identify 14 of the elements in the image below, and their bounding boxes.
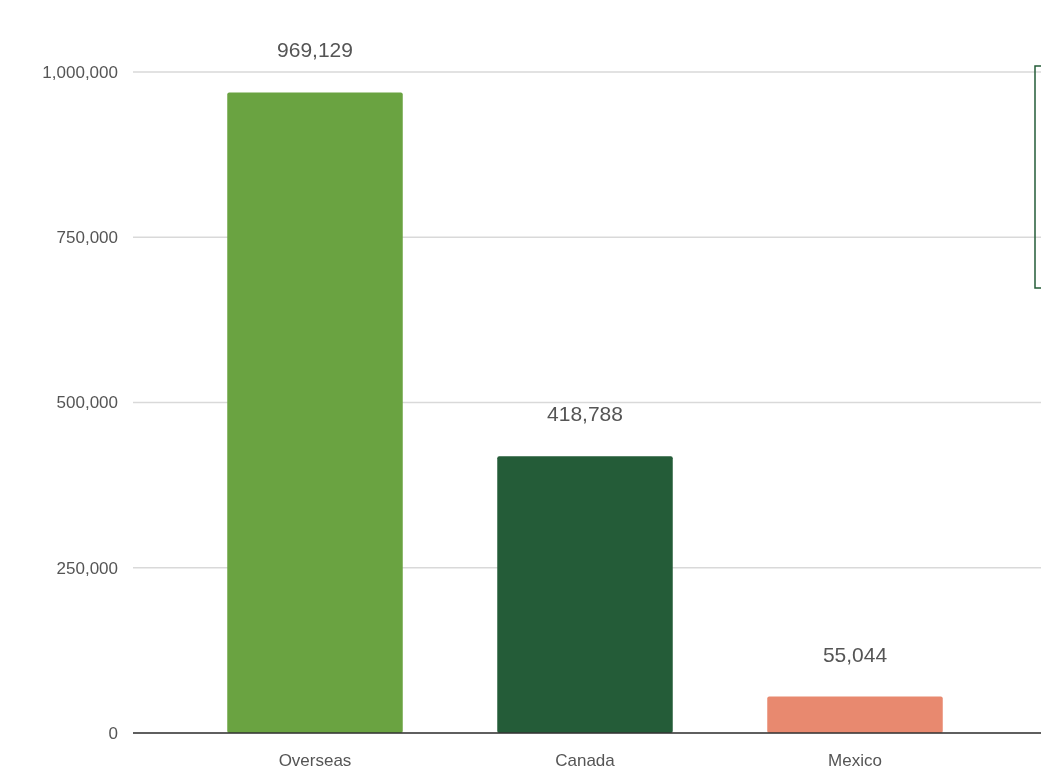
bar [227, 92, 403, 733]
y-tick-label: 750,000 [56, 228, 118, 248]
y-tick-label: 500,000 [56, 393, 118, 413]
x-tick-label: Overseas [278, 751, 352, 770]
x-tick-label: Canada [555, 751, 616, 770]
bar [767, 696, 943, 733]
data-label: 418,788 [547, 402, 623, 426]
x-tick-label: Mexico [828, 751, 882, 770]
data-label: 55,044 [822, 642, 888, 666]
y-tick-label: 1,000,000 [42, 62, 118, 82]
bar [497, 456, 673, 733]
data-label: 969,129 [277, 38, 353, 62]
y-tick-label: 250,000 [56, 558, 118, 578]
y-tick-label: 0 [108, 723, 118, 743]
